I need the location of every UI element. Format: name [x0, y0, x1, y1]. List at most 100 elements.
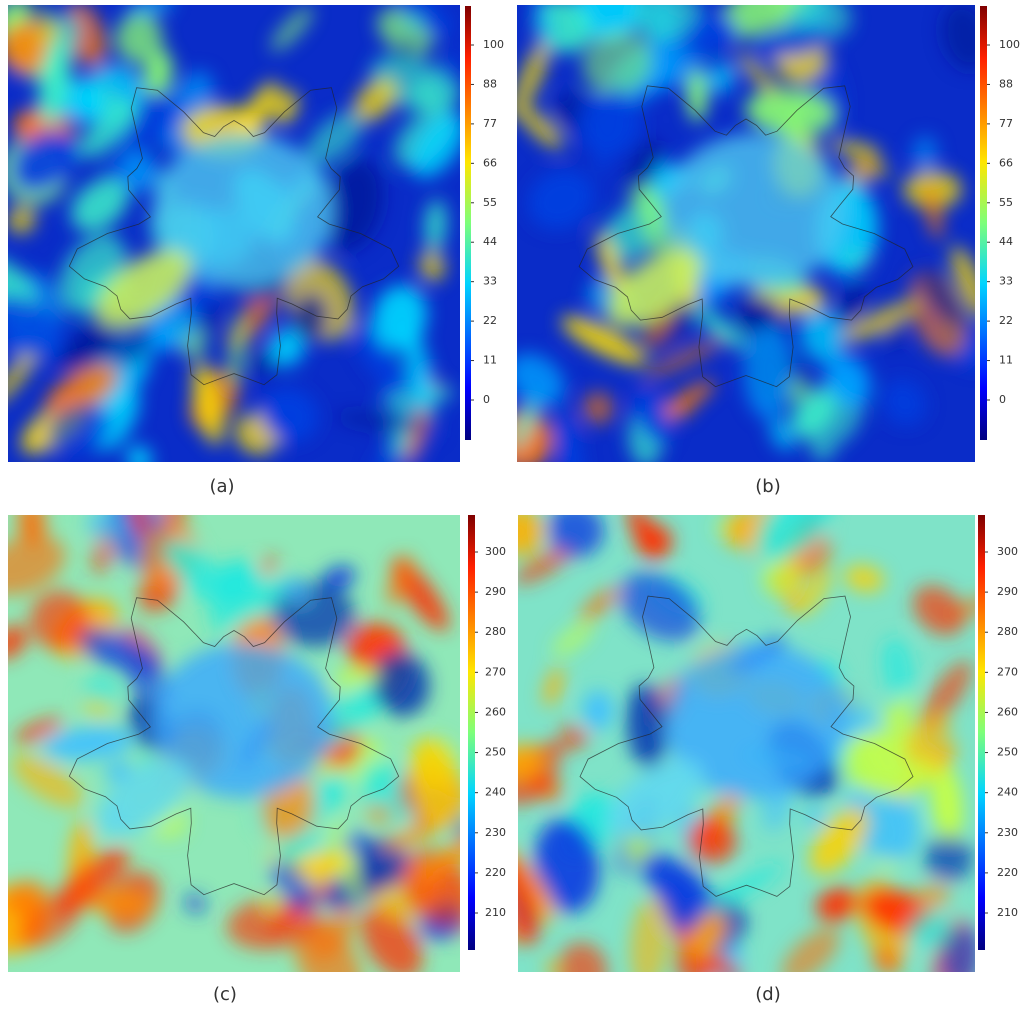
- cloud-blob: [424, 199, 447, 252]
- cloud-blob: [361, 905, 423, 972]
- coastline: [68, 597, 400, 896]
- colorbar-tick-label: 290: [997, 585, 1018, 598]
- colorbar-tick-label: 55: [999, 196, 1013, 209]
- polar-region: [663, 132, 847, 289]
- colorbar-tick-label: 250: [485, 746, 506, 759]
- colorbar-tick-label: 77: [999, 117, 1013, 130]
- colorbar-tick-label: 230: [485, 826, 506, 839]
- cloud-blob: [951, 245, 975, 320]
- cloud-blob: [331, 668, 382, 687]
- cloud-blob: [335, 411, 427, 432]
- cloud-blob: [372, 285, 427, 351]
- cloud-blob: [192, 361, 225, 446]
- colorbar-tick-label: 22: [483, 314, 497, 327]
- cloud-blob: [810, 807, 869, 875]
- cloud-blob: [76, 628, 162, 675]
- colorbar-tick-label: 280: [997, 625, 1018, 638]
- cloud-blob: [762, 557, 798, 598]
- satellite-image: [517, 5, 975, 462]
- cloud-blob: [54, 847, 129, 914]
- cloud-blob: [126, 5, 175, 18]
- cloud-blob: [518, 743, 543, 779]
- colorbar-tick-label: 300: [485, 545, 506, 558]
- cloud-blob: [556, 410, 584, 462]
- colorbar-tick-label: 250: [997, 746, 1018, 759]
- colorbar-tick-label: 240: [485, 786, 506, 799]
- panel-label: (c): [213, 984, 237, 1005]
- image-texture: [518, 515, 975, 972]
- cloud-blob: [84, 891, 151, 916]
- cloud-blob: [931, 762, 963, 843]
- cloud-blob: [815, 887, 858, 922]
- cloud-blob: [557, 942, 608, 972]
- cloud-blob: [912, 585, 965, 636]
- cloud-blob: [632, 389, 672, 445]
- cloud-blob: [104, 760, 133, 783]
- colorbar-tick-label: 55: [483, 196, 497, 209]
- cloud-blob: [829, 140, 882, 159]
- colorbar-tick-label: 210: [485, 906, 506, 919]
- cloud-blob: [126, 445, 152, 462]
- cloud-blob: [518, 106, 563, 150]
- cloud-blob: [810, 444, 835, 462]
- cloud-blob: [705, 949, 742, 972]
- cloud-blob: [306, 111, 364, 165]
- cloud-blob: [518, 856, 541, 946]
- cloud-blob: [783, 101, 821, 150]
- cloud-blob: [694, 307, 748, 350]
- cloud-blob: [844, 565, 885, 593]
- cloud-blob: [887, 692, 915, 730]
- cloud-blob: [574, 5, 644, 42]
- colorbar-tick-label: 44: [483, 235, 497, 248]
- colorbar-tick-label: 230: [997, 826, 1018, 839]
- cloud-blob: [924, 835, 974, 882]
- cloud-blob: [924, 184, 943, 240]
- cloud-blob: [916, 269, 962, 325]
- cloud-blob: [533, 5, 553, 54]
- cloud-blob: [527, 169, 595, 230]
- cloud-blob: [8, 205, 36, 235]
- cloud-blob: [941, 5, 975, 71]
- colorbar-tick-label: 0: [483, 393, 490, 406]
- cloud-blob: [707, 62, 736, 95]
- cloud-blob: [619, 572, 700, 641]
- cloud-blob: [643, 300, 679, 349]
- coastline: [579, 595, 914, 897]
- panel-label: (a): [209, 476, 234, 497]
- cloud-blob: [8, 625, 28, 659]
- polar-region: [152, 132, 334, 289]
- cloud-blob: [410, 737, 460, 827]
- cloud-blob: [207, 576, 288, 631]
- cloud-blob: [687, 69, 707, 123]
- cloud-blob: [825, 354, 871, 407]
- cloud-blob: [781, 927, 840, 972]
- colorbar: [468, 515, 475, 950]
- cloud-blob: [561, 315, 647, 366]
- satellite-image: [8, 5, 460, 462]
- cloud-blob: [11, 754, 83, 808]
- cloud-blob: [270, 860, 315, 913]
- cloud-blob: [183, 892, 207, 915]
- cloud-blob: [115, 13, 163, 64]
- cloud-blob: [552, 620, 594, 658]
- cloud-blob: [805, 806, 825, 827]
- polar-region: [664, 642, 848, 799]
- colorbar: [465, 6, 471, 440]
- cloud-blob: [632, 5, 699, 43]
- colorbar-tick-label: 260: [485, 705, 506, 718]
- cloud-blob: [637, 183, 673, 260]
- panel-label: (b): [755, 476, 780, 497]
- panel-label: (d): [755, 984, 780, 1005]
- cloud-blob: [163, 538, 233, 610]
- cloud-blob: [402, 12, 426, 31]
- cloud-blob: [281, 576, 312, 605]
- colorbar-tick-label: 280: [485, 625, 506, 638]
- cloud-blob: [46, 403, 111, 458]
- cloud-blob: [737, 51, 784, 103]
- cloud-blob: [881, 637, 914, 699]
- cloud-blob: [534, 818, 600, 913]
- cloud-blob: [769, 418, 796, 451]
- cloud-blob: [912, 135, 938, 172]
- cloud-blob: [309, 908, 358, 961]
